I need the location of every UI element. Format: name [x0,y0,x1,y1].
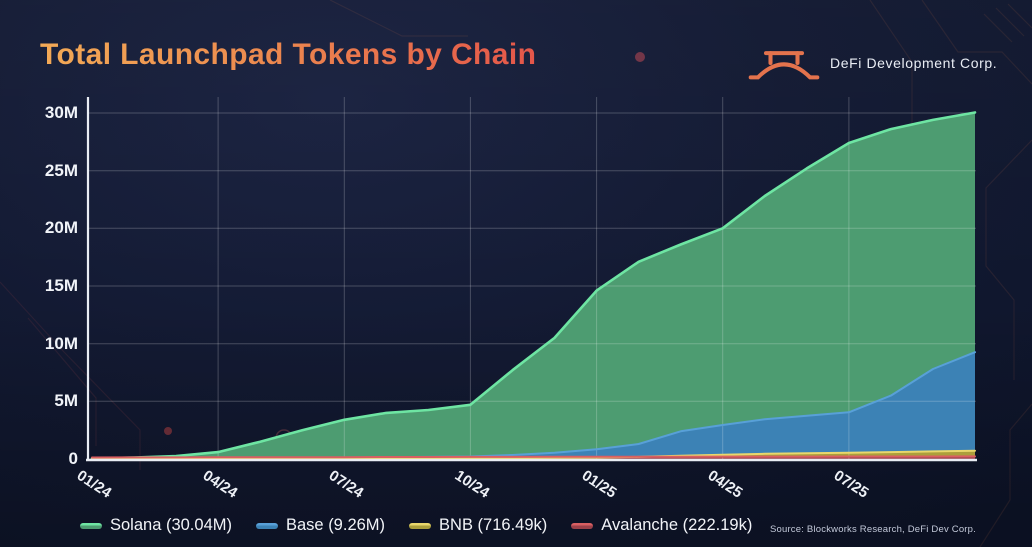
legend-swatch [409,522,432,529]
legend: Solana (30.04M) Base (9.26M) BNB (716.49k)… [80,516,752,535]
y-tick-label: 5M [54,391,78,410]
legend-label: Avalanche (222.19k) [601,516,753,534]
y-tick-label: 15M [44,276,78,295]
gridlines [88,97,976,459]
bridge-logo-icon [748,51,820,80]
legend-item-solana: Solana (30.04M) [80,516,232,535]
brand-logo: DeFi Development Corp. [748,44,997,82]
area-base [92,352,975,459]
y-tick-label: 25M [44,161,78,180]
y-tick-label: 10M [44,334,78,353]
legend-item-base: Base (9.26M) [256,516,385,535]
legend-swatch [571,522,594,529]
legend-label: BNB (716.49k) [439,516,548,534]
y-tick-label: 20M [44,218,78,237]
legend-label: Base (9.26M) [286,516,386,534]
legend-label: Solana (30.04M) [110,516,232,534]
brand-name: DeFi Development Corp. [830,55,998,71]
area-solana [92,112,975,459]
legend-item-bnb: BNB (716.49k) [409,516,547,535]
line-solana [90,111,977,460]
source-attribution: Source: Blockworks Research, DeFi Dev Co… [769,524,976,535]
y-tick-label: 0 [68,449,78,468]
page-title: Total Launchpad Tokens by Chain [40,38,537,71]
legend-item-avalanche: Avalanche (222.19k) [571,516,752,535]
line-avalanche [91,455,976,459]
legend-swatch [256,522,278,529]
legend-swatch [80,522,102,529]
y-tick-label: 30M [44,103,78,122]
